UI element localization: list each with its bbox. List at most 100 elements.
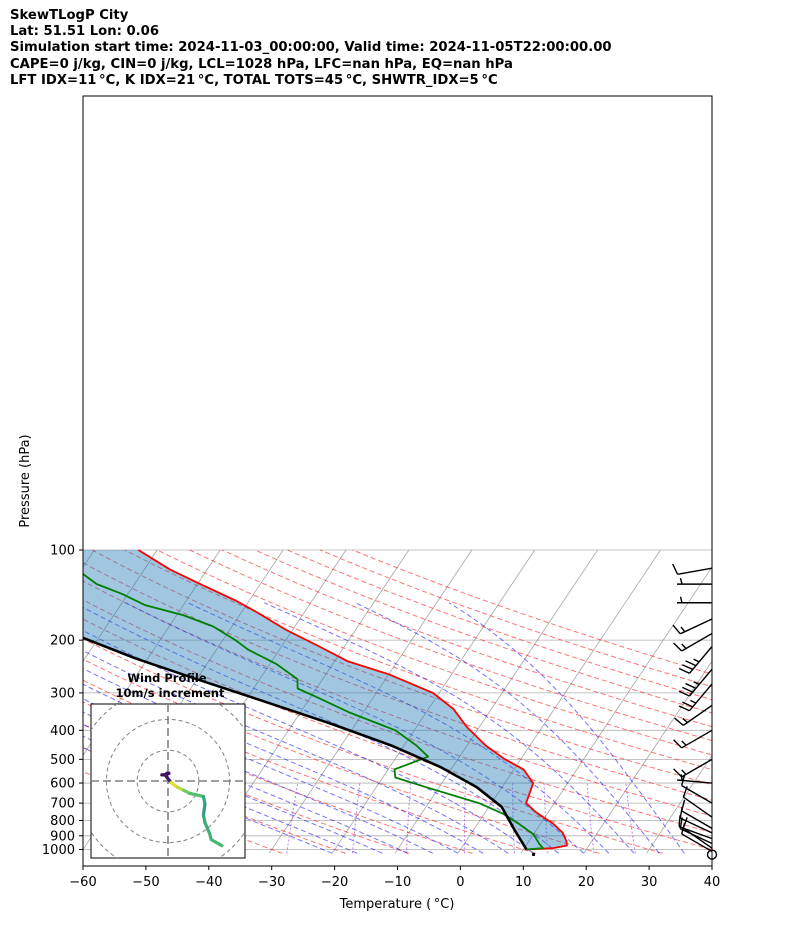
isotherm: [457, 549, 661, 854]
mixing-ratio-line: [405, 783, 412, 854]
wind-barb-staff: [688, 646, 713, 674]
mixing-ratio-line: [512, 783, 515, 854]
moist-adiabat: [354, 602, 660, 854]
wind-barb-half: [693, 658, 700, 663]
moist-adiabat: [83, 629, 534, 854]
wind-barb-half: [690, 699, 697, 704]
wind-barb-staff: [679, 817, 713, 834]
x-axis-ticks: −60 −50 −40 −30 −20 −10 0 10 20 30 40: [69, 866, 720, 890]
wind-barb-flag: [672, 563, 679, 575]
wind-barb-flag: [685, 682, 697, 689]
hodograph-segment: [203, 820, 212, 835]
title-station: SkewTLogP City: [10, 8, 129, 23]
wind-barb-half: [681, 769, 687, 775]
moist-adiabat: [448, 602, 685, 854]
isotherm: [331, 549, 536, 854]
wind-barb: [677, 577, 712, 585]
title-indices-line: LFT IDX=11 °C, K IDX=21 °C, TOTAL TOTS=4…: [10, 72, 498, 88]
title-cape-line: CAPE=0 j/kg, CIN=0 j/kg, LCL=1028 hPa, L…: [10, 56, 513, 72]
wind-barb: [678, 646, 713, 674]
wind-barb-half: [679, 596, 683, 603]
mixing-ratio-line: [543, 783, 549, 854]
wind-barb: [682, 817, 713, 849]
y-tick-label: 500: [50, 753, 75, 768]
wind-barb-flag: [682, 664, 694, 671]
dry-adiabat: [83, 618, 712, 850]
mixing-ratio-line: [463, 783, 466, 854]
y-tick-label: 100: [50, 544, 75, 559]
hodograph-ring: [136, 749, 200, 813]
moist-adiabat: [187, 602, 610, 854]
wind-barb: [678, 668, 713, 697]
hodograph-segment: [163, 773, 173, 785]
moist-adiabat: [83, 667, 484, 854]
isotherm: [646, 754, 712, 854]
wind-barb: [674, 704, 713, 726]
wind-barb-staff: [681, 729, 713, 749]
wind-barb: [672, 563, 713, 575]
dry-adiabat: [287, 549, 712, 701]
wind-barb-staff: [688, 683, 713, 712]
profile-lines: [83, 549, 568, 857]
y-tick-label: 1000: [42, 843, 75, 858]
wind-barb-flag: [678, 690, 690, 697]
dry-adiabat: [83, 679, 537, 854]
dry-adiabat: [83, 658, 600, 854]
isotherm: [583, 660, 712, 854]
wind-barb-flag: [678, 705, 690, 712]
x-tick-label: 10: [515, 875, 532, 890]
title-times: Simulation start time: 2024-11-03_00:00:…: [10, 40, 612, 56]
isotherm: [0, 550, 32, 853]
wind-barb-staff: [679, 828, 713, 845]
isotherm: [520, 566, 712, 854]
y-tick-label: 200: [50, 634, 75, 649]
wind-barb-staff: [678, 826, 713, 840]
isotherm: [709, 848, 712, 854]
dry-adiabat: [319, 549, 712, 688]
mixing-ratio-line: [286, 783, 299, 854]
x-tick-label: 40: [704, 875, 721, 890]
wind-barb-half: [682, 717, 688, 724]
hodograph-inset: Wind Profile 10m/s increment: [90, 671, 246, 859]
wind-barb-flag: [681, 799, 686, 812]
wind-barb-flag: [673, 768, 683, 778]
y-tick-label: 900: [50, 829, 75, 844]
wind-barb: [678, 683, 713, 712]
wind-barb: [673, 632, 713, 652]
wind-barb-staff: [682, 827, 713, 849]
title-block: SkewTLogP City Lat: 51.51 Lon: 0.06 Simu…: [10, 8, 780, 89]
x-tick-label: −10: [384, 875, 411, 890]
x-tick-label: 0: [456, 875, 464, 890]
wind-barbs: [672, 563, 718, 860]
y-tick-label: 800: [50, 814, 75, 829]
moist-adiabat: [264, 602, 635, 854]
isotherm: [772, 550, 794, 853]
isotherm: [268, 549, 473, 854]
moist-adiabat: [83, 650, 509, 854]
wind-barb-flag: [685, 660, 697, 667]
x-tick-label: −20: [321, 875, 348, 890]
x-tick-label: −50: [132, 875, 159, 890]
y-tick-label: 400: [50, 724, 75, 739]
wind-barb-half: [680, 774, 683, 781]
wind-barb: [673, 758, 713, 778]
x-tick-label: −30: [258, 875, 285, 890]
wind-barb-staff: [681, 833, 713, 853]
wind-barb-flag: [673, 642, 683, 652]
x-tick-label: 20: [578, 875, 595, 890]
mixing-ratio-line: [586, 783, 595, 854]
wind-barb-staff: [677, 779, 713, 784]
wind-barb-half: [679, 577, 683, 585]
wind-barb-staff: [681, 785, 713, 804]
dry-adiabat: [83, 638, 663, 854]
isotherm: [83, 549, 95, 568]
mixing-ratio-line: [625, 783, 636, 854]
wind-barb-flag: [682, 817, 688, 829]
wind-barb-flag: [682, 686, 694, 693]
wind-barb-half: [693, 681, 700, 686]
wind-barb-flag: [673, 739, 683, 749]
moist-adiabat: [83, 735, 358, 854]
wind-barb: [673, 729, 713, 749]
